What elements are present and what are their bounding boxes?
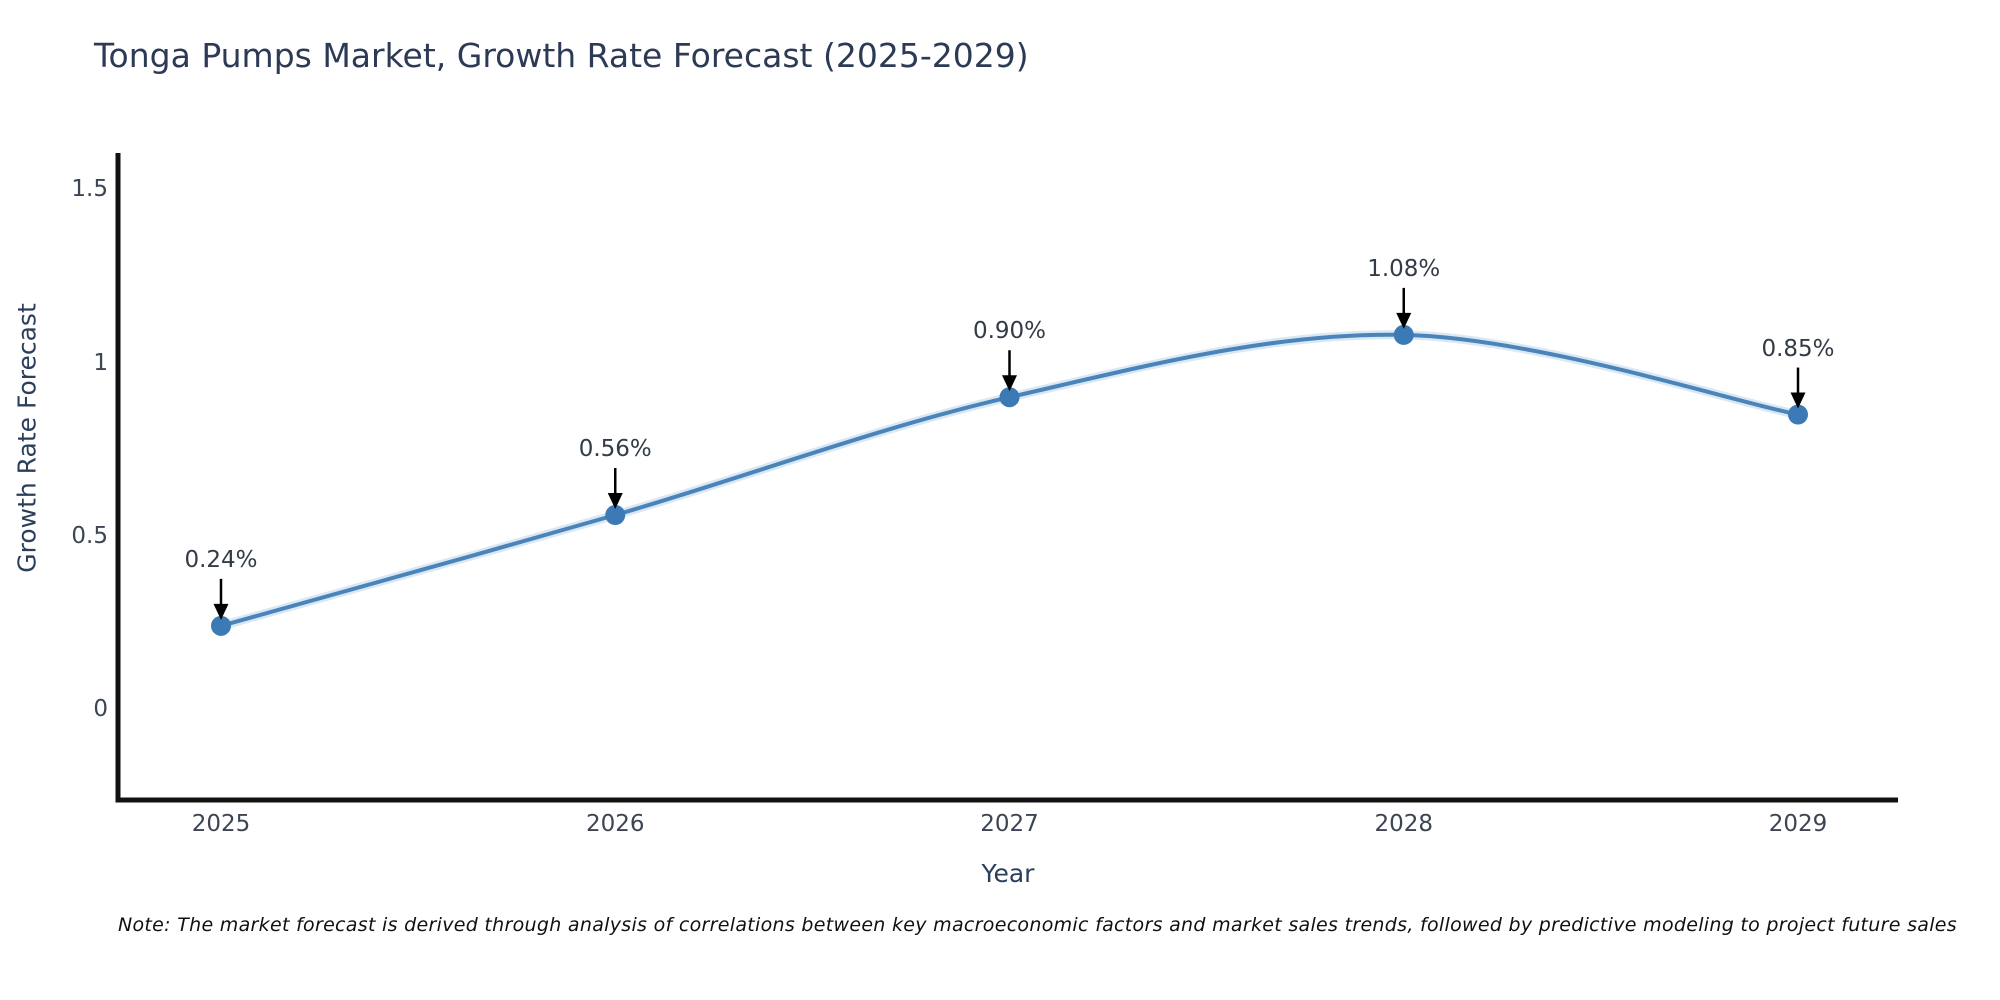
x-tick-label: 2027 <box>980 811 1039 837</box>
x-tick-label: 2025 <box>191 811 251 837</box>
point-annotation: 0.85% <box>1761 335 1835 362</box>
data-point-marker <box>605 505 626 526</box>
point-annotation: 0.90% <box>972 318 1047 345</box>
annotation-arrowhead <box>607 493 623 510</box>
x-tick-label: 2029 <box>1768 811 1828 837</box>
point-annotation: 0.24% <box>184 546 258 573</box>
y-tick-label: 1 <box>93 349 108 376</box>
annotation-arrowhead <box>1002 375 1017 392</box>
x-axis-title: Year <box>981 859 1035 888</box>
data-point-marker <box>999 387 1020 408</box>
point-annotation: 1.08% <box>1367 255 1441 282</box>
x-tick-label: 2026 <box>585 811 645 837</box>
annotation-arrowhead <box>1396 312 1412 329</box>
y-tick-label: 1.5 <box>71 176 108 203</box>
y-tick-label: 0 <box>93 696 108 722</box>
annotation-arrowhead <box>213 603 229 620</box>
y-tick-label: 0.5 <box>71 522 108 549</box>
footnote: Note: The market forecast is derived thr… <box>118 914 1957 936</box>
data-point-marker <box>1788 404 1808 425</box>
point-annotation: 0.56% <box>578 436 652 463</box>
chart-title: Tonga Pumps Market, Growth Rate Forecast… <box>94 36 1029 75</box>
data-point-marker <box>211 615 231 636</box>
x-tick-label: 2028 <box>1374 811 1434 837</box>
y-axis-title: Growth Rate Forecast <box>12 303 42 573</box>
annotation-arrowhead <box>1790 392 1806 409</box>
data-point-marker <box>1393 324 1414 345</box>
